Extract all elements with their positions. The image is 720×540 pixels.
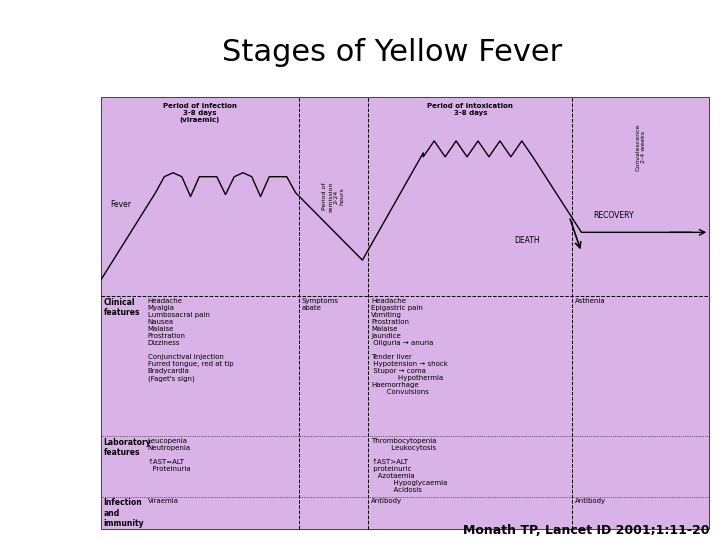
Text: Headache
Epigastric pain
Vomiting
Prostration
Malaise
Jaundice
 Oliguria → anuri: Headache Epigastric pain Vomiting Prostr… [372,298,449,395]
Text: Antibody: Antibody [575,498,606,504]
Text: Symptoms
abate: Symptoms abate [302,298,338,311]
Text: Period of intoxication
3-8 days: Period of intoxication 3-8 days [428,103,513,116]
Text: Viraemia: Viraemia [148,498,179,504]
Text: Convalescence
2-4 weeks: Convalescence 2-4 weeks [635,123,646,171]
Text: RECOVERY: RECOVERY [593,211,634,220]
Text: Monath TP, Lancet ID 2001;1:11-20: Monath TP, Lancet ID 2001;1:11-20 [463,524,709,537]
Text: Period of
remission
2-24
hours: Period of remission 2-24 hours [323,181,345,212]
Text: Laboratory
features: Laboratory features [104,437,151,457]
Text: Stages of Yellow Fever: Stages of Yellow Fever [222,38,562,67]
Text: Thrombocytopenia
         Leukocytosis

↑AST>ALT
 proteinuric
   Azotaemia
     : Thrombocytopenia Leukocytosis ↑AST>ALT p… [372,437,448,492]
Text: Asthenia: Asthenia [575,298,606,304]
Text: DEATH: DEATH [515,236,540,245]
Text: Headache
Myalgia
Lumbosacral pain
Nausea
Malaise
Prostration
Dizziness

Conjunct: Headache Myalgia Lumbosacral pain Nausea… [148,298,233,382]
Text: Period of infection
3-8 days
(viraemic): Period of infection 3-8 days (viraemic) [163,103,237,123]
Text: Fever: Fever [110,200,131,209]
Text: Antibody: Antibody [372,498,402,504]
Text: Infection
and
immunity: Infection and immunity [104,498,144,528]
Text: Leucopenia
Neutropenia

↑AST=ALT
  Proteinuria: Leucopenia Neutropenia ↑AST=ALT Proteinu… [148,437,191,471]
Text: Clinical
features: Clinical features [104,298,140,318]
